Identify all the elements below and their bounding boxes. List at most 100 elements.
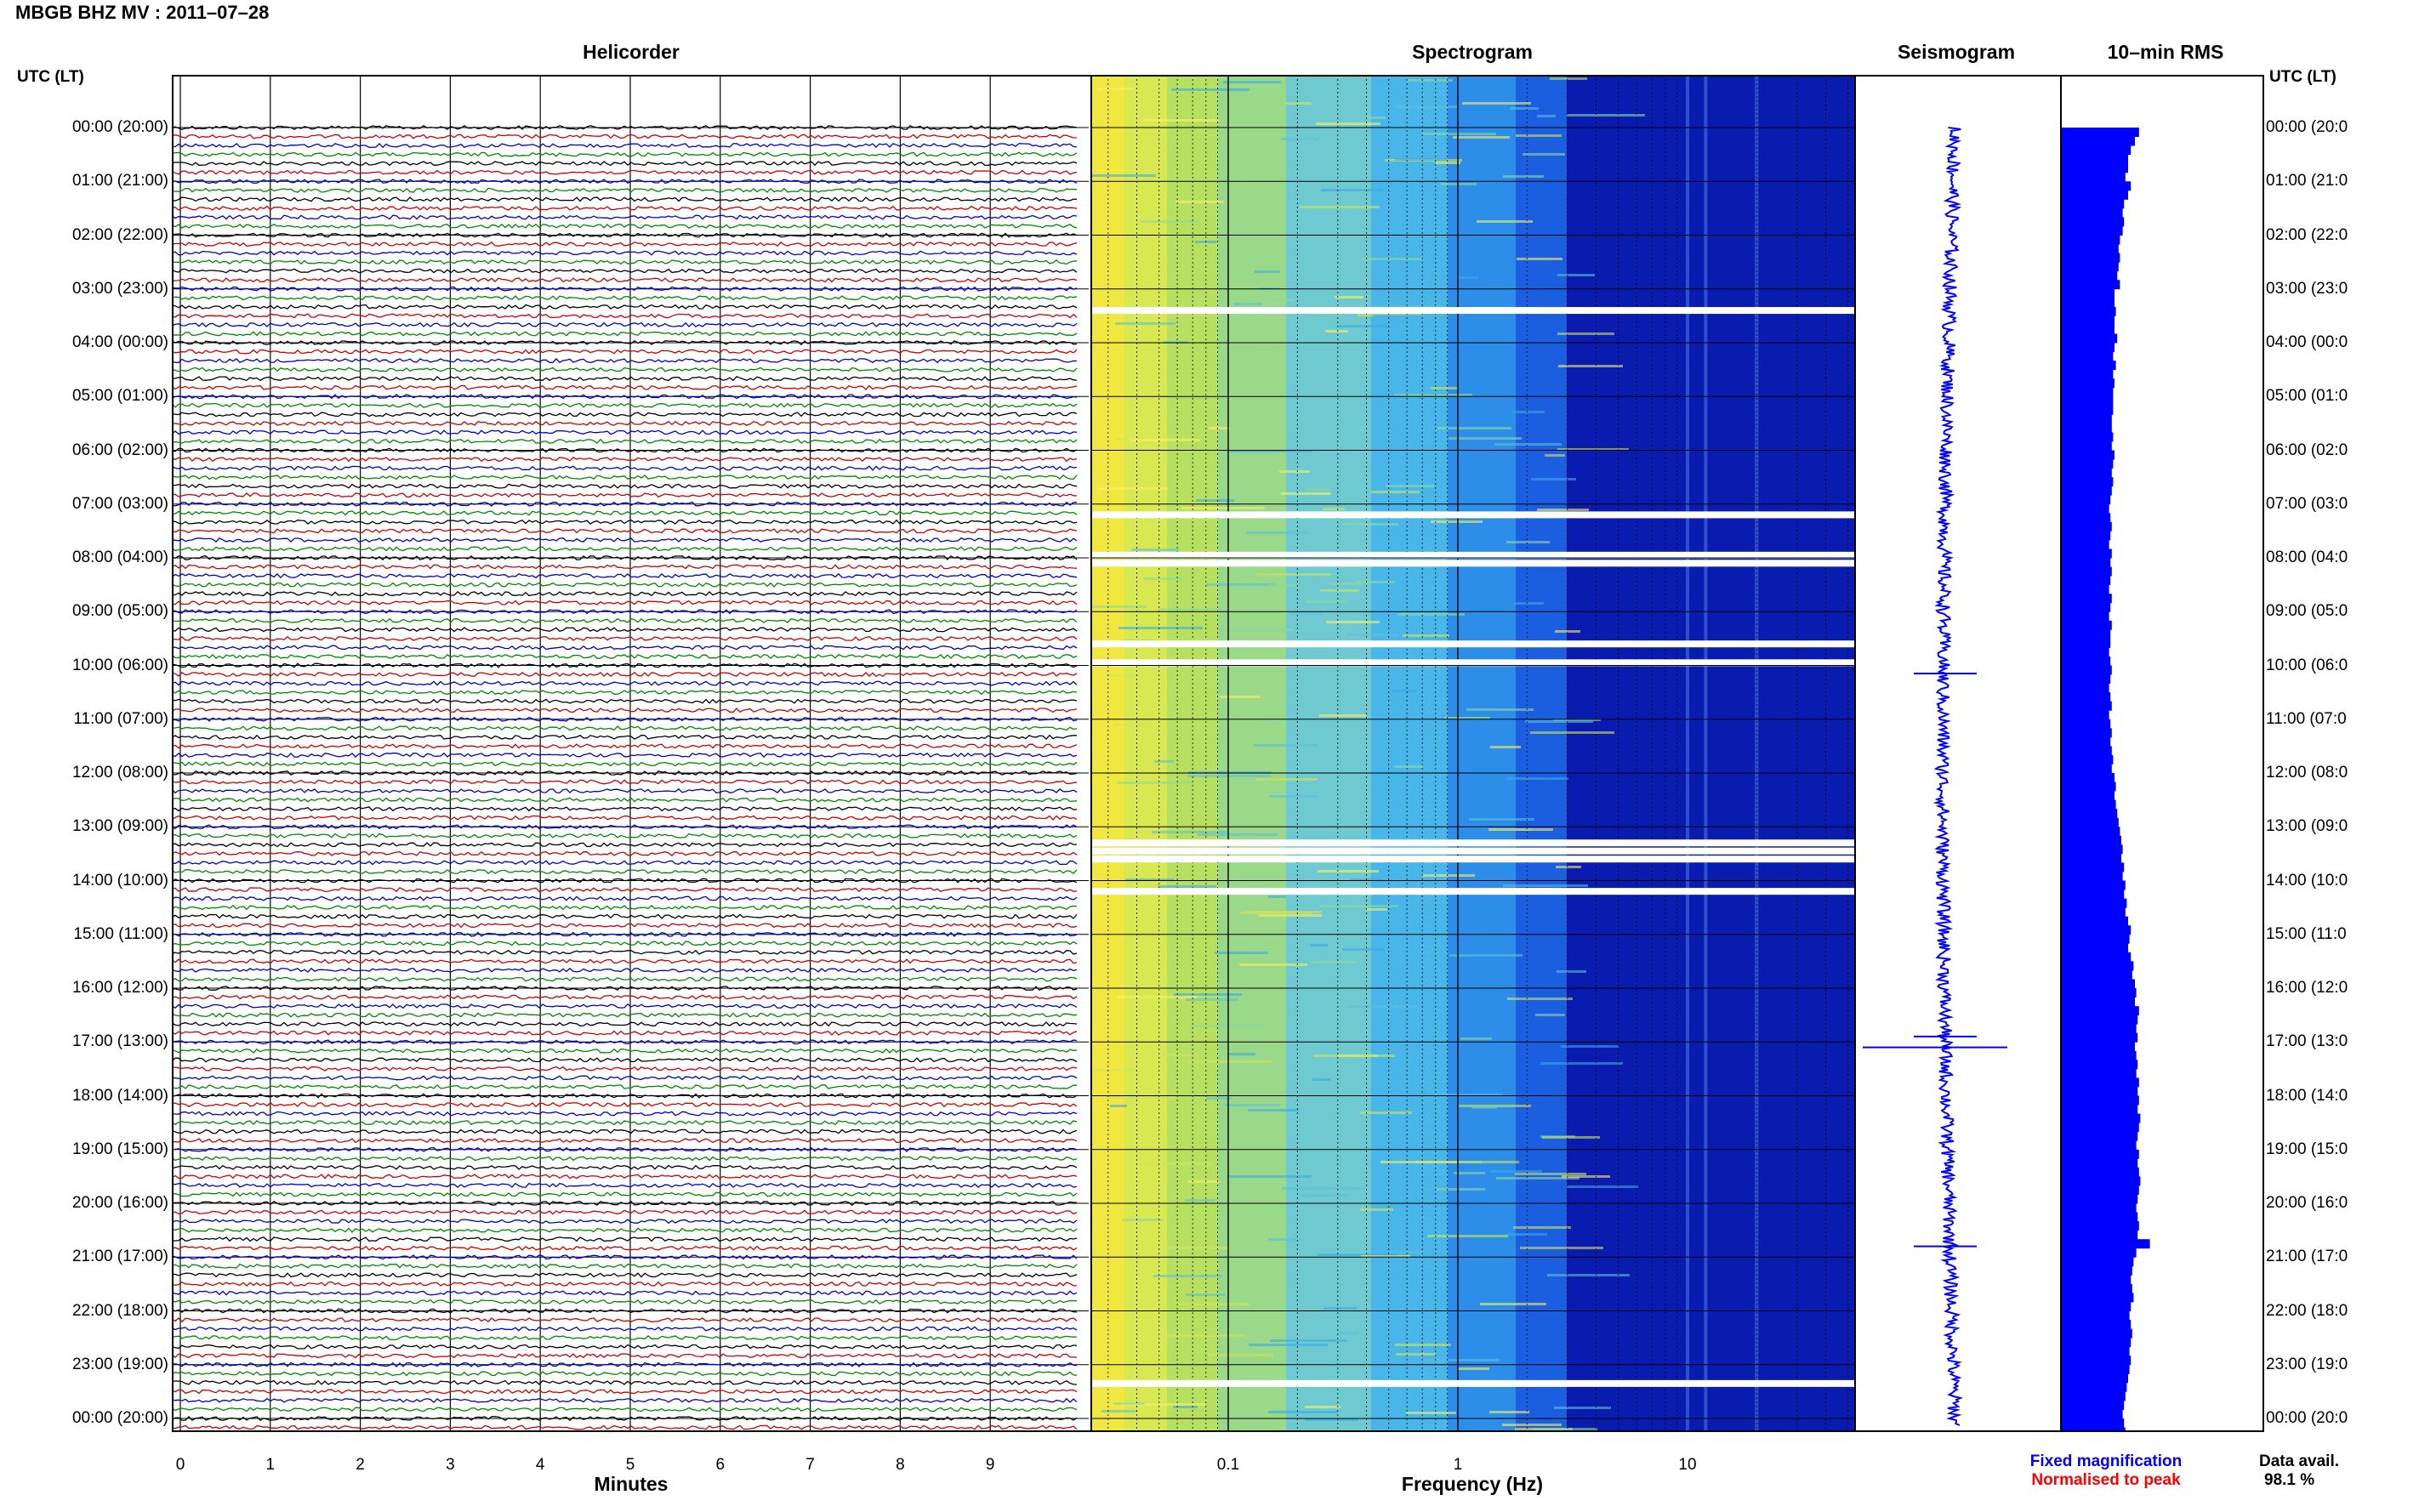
spectrogram-streak xyxy=(1338,1332,1359,1334)
helicorder-trace xyxy=(172,617,1078,623)
rms-bar xyxy=(2060,943,2128,953)
spectrogram-streak xyxy=(1394,394,1472,396)
helicorder-trace xyxy=(172,1156,1078,1162)
spectrogram-streak xyxy=(1368,117,1386,119)
helicorder-trace xyxy=(172,1030,1078,1036)
spectrogram-streak xyxy=(1540,1062,1623,1065)
spectrogram-streak xyxy=(1567,114,1645,117)
helicorder-trace xyxy=(172,958,1078,964)
rms-bar xyxy=(2060,701,2112,711)
rms-plot xyxy=(2060,75,2266,1432)
spectrogram-streak xyxy=(1389,1251,1424,1253)
rms-bar xyxy=(2060,1077,2139,1088)
spectrogram-streak xyxy=(1130,439,1200,441)
helicorder-tick-label: 5 xyxy=(625,1456,635,1474)
spectrogram-streak xyxy=(1110,1096,1175,1099)
spectrogram-streak xyxy=(1141,1162,1211,1165)
helicorder-trace xyxy=(172,949,1078,955)
helicorder-trace xyxy=(172,698,1078,704)
rms-bar xyxy=(2060,387,2114,397)
rms-bar xyxy=(2060,172,2126,182)
helicorder-trace xyxy=(172,895,1078,901)
helicorder-trace xyxy=(172,779,1078,785)
helicorder-trace xyxy=(172,358,1078,364)
rms-bar xyxy=(2060,217,2125,227)
helicorder-trace xyxy=(172,1219,1078,1225)
rms-bar xyxy=(2060,1087,2138,1096)
spectrogram-streak xyxy=(1225,1104,1280,1106)
helicorder-trace xyxy=(172,635,1078,641)
time-label-right: 06:00 (02:0 xyxy=(2266,441,2348,459)
rms-bar xyxy=(2060,791,2114,801)
spectrogram-band xyxy=(1567,75,1854,1432)
helicorder-trace xyxy=(172,331,1078,337)
helicorder-title: Helicorder xyxy=(583,41,680,63)
rms-bar xyxy=(2060,710,2109,720)
time-label-right: 20:00 (16:0 xyxy=(2266,1194,2348,1212)
rms-bar xyxy=(2060,782,2116,792)
time-label-left: 07:00 (03:00) xyxy=(71,494,168,513)
rms-bar xyxy=(2060,369,2114,379)
spectrogram-streak xyxy=(1471,1106,1497,1109)
rms-bar xyxy=(2060,1257,2134,1267)
rms-bar xyxy=(2060,611,2109,622)
helicorder-tick-label: 8 xyxy=(896,1456,905,1474)
panel-separator xyxy=(2060,75,2062,1432)
rms-bar xyxy=(2060,835,2121,845)
spectrogram-streak xyxy=(1444,717,1490,719)
spectrogram-streak xyxy=(1091,1069,1141,1071)
rms-bar xyxy=(2060,1418,2125,1428)
helicorder-trace xyxy=(172,304,1078,310)
rms-bar xyxy=(2060,988,2137,998)
rms-bar xyxy=(2060,746,2112,756)
spectrogram-streak xyxy=(1507,777,1568,780)
helicorder-trace xyxy=(172,878,1078,884)
helicorder-trace xyxy=(172,653,1078,660)
helicorder-trace xyxy=(172,205,1078,211)
spectrogram-streak xyxy=(1494,443,1562,446)
spectrogram-streak xyxy=(1185,1199,1215,1202)
helicorder-trace xyxy=(172,169,1078,175)
spectrogram-streak xyxy=(1320,589,1359,592)
spectrogram-streak xyxy=(1507,998,1573,1000)
spectrogram-streak xyxy=(1469,818,1534,821)
time-label-left: 00:00 (20:00) xyxy=(71,118,168,136)
spectrogram-streak xyxy=(1188,1180,1220,1183)
rms-bar xyxy=(2060,961,2134,971)
rms-bar xyxy=(2060,513,2111,523)
helicorder-trace xyxy=(172,662,1078,668)
helicorder-trace xyxy=(172,420,1078,426)
helicorder-trace xyxy=(172,250,1078,256)
time-label-right: 05:00 (01:0 xyxy=(2266,387,2348,406)
spectrogram-streak xyxy=(1265,298,1295,301)
helicorder-plot xyxy=(172,75,1089,1432)
helicorder-trace xyxy=(172,1227,1078,1233)
rms-bar xyxy=(2060,952,2132,962)
helicorder-trace xyxy=(172,483,1078,489)
spectrogram-streak xyxy=(1281,492,1330,495)
spectrogram-streak xyxy=(1453,136,1510,139)
helicorder-trace xyxy=(172,1371,1078,1377)
time-label-left: 15:00 (11:00) xyxy=(73,924,168,943)
spectrogram-streak xyxy=(1270,584,1297,587)
rms-bar xyxy=(2060,549,2112,559)
rms-bar xyxy=(2060,244,2119,253)
spectrogram-streak xyxy=(1316,122,1380,125)
spectrogram-streak xyxy=(1131,549,1179,551)
rms-bar xyxy=(2060,728,2112,738)
helicorder-trace xyxy=(172,161,1078,167)
spectrogram-line xyxy=(1704,75,1708,1432)
data-availability-value: 98.1 % xyxy=(2264,1471,2315,1489)
rms-bar xyxy=(2060,270,2118,281)
spectrogram-streak xyxy=(1256,573,1331,576)
spectrogram-streak xyxy=(1517,258,1562,260)
spectrogram-streak xyxy=(1407,79,1453,82)
rms-bar xyxy=(2060,1364,2130,1374)
spectrogram-streak xyxy=(1449,437,1522,440)
helicorder-trace xyxy=(172,680,1078,686)
seismogram-plot xyxy=(1854,75,2060,1432)
rms-bar xyxy=(2060,459,2114,469)
spectrogram-streak xyxy=(1542,1136,1600,1139)
rms-bar xyxy=(2060,638,2111,648)
time-label-left: 08:00 (04:00) xyxy=(71,549,168,566)
